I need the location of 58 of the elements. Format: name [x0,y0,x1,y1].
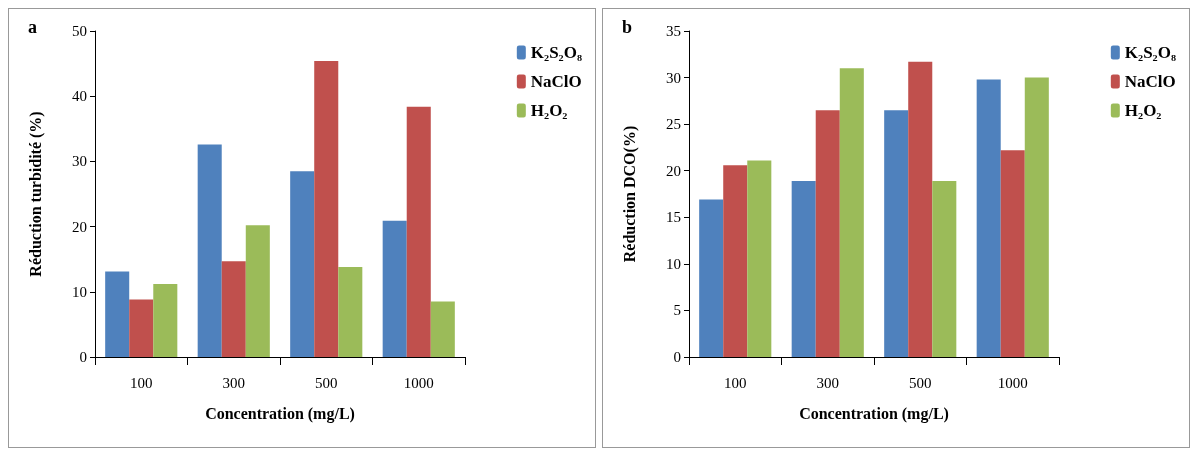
y-tick-label: 5 [673,302,681,319]
legend-label: NaClO [1124,72,1176,91]
y-tick-label: 10 [72,283,87,300]
bar [1024,77,1049,357]
y-tick-label: 0 [79,349,87,365]
y-tick-label: 35 [666,23,681,39]
x-tick-label: 300 [816,374,839,391]
bar [105,271,130,357]
y-axis-title: Réduction DCO(%) [620,125,639,263]
bar [430,301,455,357]
bar [338,267,363,357]
y-tick-label: 50 [72,23,87,39]
bar [815,110,840,357]
bar [290,171,315,357]
x-tick-label: 1000 [997,374,1028,391]
y-tick-label: 25 [666,116,681,133]
bar [245,225,270,357]
bar [129,299,154,357]
bar [221,261,246,357]
bar [932,180,957,357]
y-tick-label: 20 [666,162,681,179]
legend-label: K₂S₂O₈ [530,43,583,62]
bar [908,61,933,357]
bar [197,144,222,357]
x-tick-label: 100 [130,374,153,391]
bar [1000,150,1025,357]
legend-label: H₂O₂ [1124,101,1162,120]
bar [153,283,178,357]
bar [884,110,909,357]
bar [976,79,1001,357]
x-tick-label: 100 [724,374,747,391]
y-tick-label: 15 [666,209,681,226]
legend-label: K₂S₂O₈ [1124,43,1177,62]
bar [839,68,864,357]
x-axis-title: Concentration (mg/L) [205,404,355,423]
x-axis-title: Concentration (mg/L) [799,404,949,423]
chart-title: a [28,17,37,37]
bar [406,106,431,357]
bar [382,220,407,357]
legend-label: NaClO [530,72,582,91]
x-tick-label: 500 [315,374,338,391]
y-axis-title: Réduction turbidité (%) [26,111,45,277]
x-tick-label: 300 [222,374,245,391]
bar [723,165,748,357]
x-tick-label: 500 [909,374,932,391]
bar [747,160,772,357]
bar [699,199,724,357]
legend-label: H₂O₂ [530,101,568,120]
y-tick-label: 30 [72,153,87,170]
y-tick-label: 0 [673,349,681,365]
bar [791,180,816,357]
y-tick-label: 10 [666,255,681,272]
chart-title: b [622,17,633,37]
bar [314,60,339,357]
y-tick-label: 40 [72,88,87,105]
x-tick-label: 1000 [403,374,434,391]
y-tick-label: 20 [72,218,87,235]
y-tick-label: 30 [666,69,681,86]
